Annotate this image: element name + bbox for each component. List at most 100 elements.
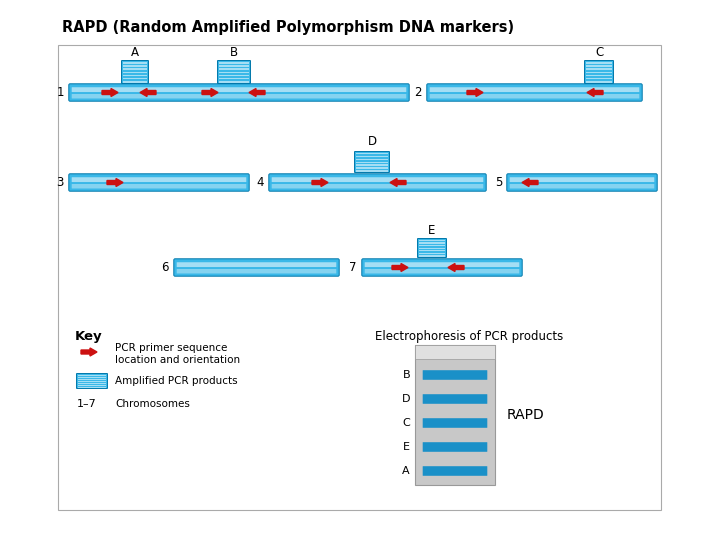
Text: D: D [402,394,410,404]
FancyArrow shape [249,89,265,97]
Text: A: A [131,46,139,59]
FancyBboxPatch shape [176,269,336,273]
Bar [123,81,147,83]
Text: D: D [367,135,377,148]
Bar [586,62,612,64]
FancyArrow shape [81,348,97,356]
Text: PCR primer sequence: PCR primer sequence [115,343,228,353]
Bar [586,81,612,83]
Bar [419,250,445,251]
FancyBboxPatch shape [76,374,107,388]
FancyBboxPatch shape [174,259,339,276]
Bar [419,242,445,244]
Bar [123,62,147,64]
Bar [419,247,445,249]
FancyBboxPatch shape [69,174,249,191]
Text: 1: 1 [56,86,64,99]
FancyBboxPatch shape [510,184,654,188]
FancyBboxPatch shape [354,152,390,172]
Bar [219,65,249,67]
Bar [219,78,249,79]
Text: C: C [595,46,603,59]
FancyBboxPatch shape [423,466,487,476]
Text: 7: 7 [349,261,357,274]
Bar [123,69,147,70]
FancyBboxPatch shape [365,269,519,273]
FancyBboxPatch shape [585,60,613,84]
FancyBboxPatch shape [176,262,336,267]
FancyArrow shape [140,89,156,97]
Bar [356,170,388,172]
Text: 2: 2 [415,86,422,99]
FancyBboxPatch shape [365,262,519,267]
FancyArrow shape [202,89,218,97]
FancyArrow shape [522,179,538,186]
Text: E: E [403,442,410,452]
FancyBboxPatch shape [430,87,639,92]
Bar [415,345,495,359]
FancyBboxPatch shape [423,442,487,452]
Bar [356,153,388,154]
Bar [586,78,612,79]
Bar [58,45,661,510]
Text: Key: Key [75,330,103,343]
Bar [356,164,388,166]
Bar [123,78,147,79]
FancyBboxPatch shape [423,370,487,380]
Bar [78,384,107,386]
Bar [586,65,612,67]
FancyBboxPatch shape [430,94,639,98]
Text: B: B [402,370,410,380]
FancyBboxPatch shape [271,184,483,188]
FancyBboxPatch shape [269,174,486,191]
Bar [356,161,388,163]
FancyBboxPatch shape [427,84,642,101]
Text: Chromosomes: Chromosomes [115,399,190,409]
FancyArrow shape [392,264,408,272]
Text: location and orientation: location and orientation [115,355,240,365]
Text: A: A [402,466,410,476]
Text: Amplified PCR products: Amplified PCR products [115,376,238,386]
Bar [78,379,107,380]
Text: B: B [230,46,238,59]
FancyBboxPatch shape [72,177,246,182]
FancyArrow shape [587,89,603,97]
Bar [419,255,445,256]
FancyArrow shape [102,89,118,97]
Text: RAPD (Random Amplified Polymorphism DNA markers): RAPD (Random Amplified Polymorphism DNA … [62,20,514,35]
Text: 5: 5 [495,176,502,189]
FancyBboxPatch shape [423,394,487,404]
Bar [219,62,249,64]
FancyArrow shape [312,179,328,186]
Text: E: E [428,224,436,237]
Bar [219,75,249,76]
Bar [356,156,388,157]
Bar [78,376,107,377]
FancyArrow shape [467,89,483,97]
FancyBboxPatch shape [423,418,487,428]
Bar [419,240,445,241]
Bar [123,71,147,73]
Bar [415,345,495,485]
Bar [78,387,107,388]
FancyBboxPatch shape [510,177,654,182]
FancyArrow shape [448,264,464,272]
Bar [356,167,388,168]
Bar [219,81,249,83]
FancyBboxPatch shape [271,177,483,182]
FancyBboxPatch shape [362,259,522,276]
Bar [419,245,445,246]
Bar [356,159,388,160]
Bar [123,75,147,76]
Text: RAPD: RAPD [507,408,545,422]
FancyBboxPatch shape [418,239,446,258]
FancyArrow shape [107,179,123,186]
Text: C: C [402,418,410,428]
FancyBboxPatch shape [69,84,409,101]
Bar [586,71,612,73]
Bar [219,71,249,73]
Bar [123,65,147,67]
Bar [586,75,612,76]
Bar [78,382,107,383]
FancyBboxPatch shape [72,184,246,188]
